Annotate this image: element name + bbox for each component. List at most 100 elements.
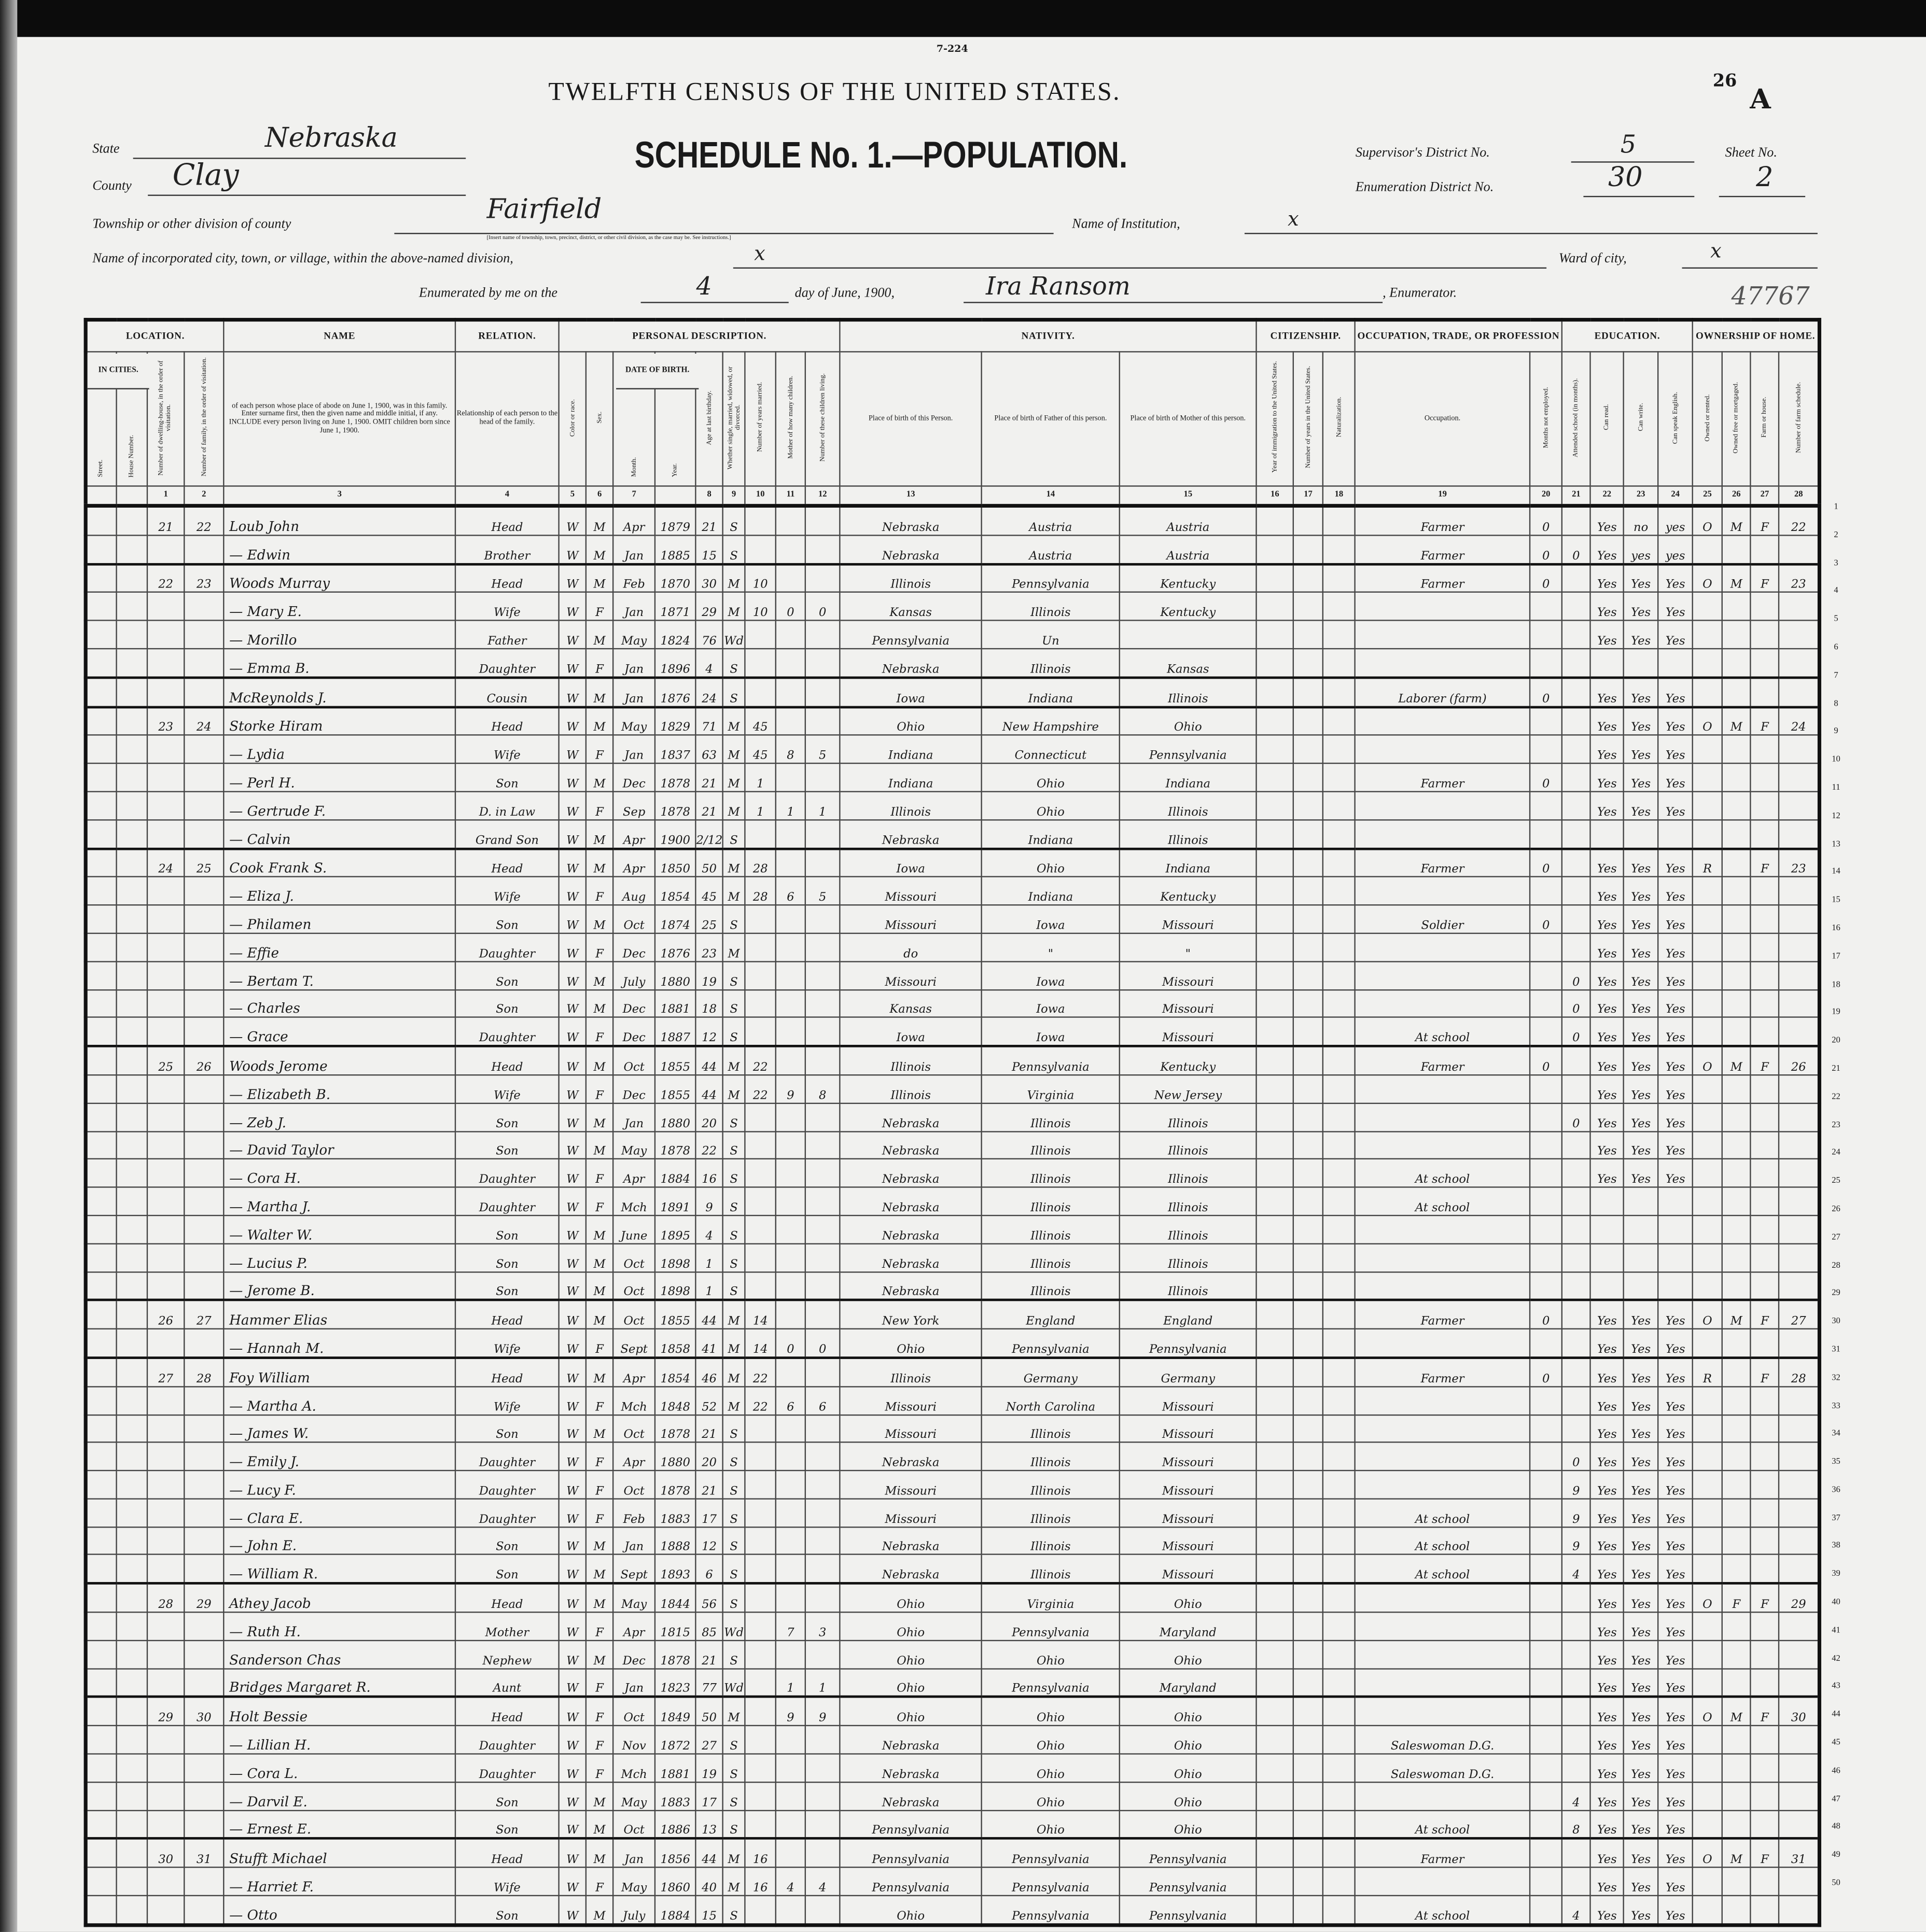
speaks-english: Yes [1657,1413,1694,1444]
occupation: Saleswoman D.G. [1354,1725,1531,1755]
farm-house [1750,1612,1780,1641]
color: W [558,1158,587,1188]
marital-status: M [722,847,746,878]
relation: Son [454,1130,560,1160]
can-write: Yes [1623,1837,1659,1868]
father-birthplace: Illinois [981,1498,1121,1528]
can-write [1623,1271,1659,1301]
street-cell [85,1299,117,1330]
birth-year: 1880 [654,1102,696,1132]
mother-birthplace: Maryland [1119,1668,1257,1698]
sex: M [585,1045,614,1076]
age: 2/12 [695,819,723,849]
relation: Cousin [454,676,560,708]
farm-house [1750,1809,1780,1840]
can-read: Yes [1589,1017,1625,1047]
enumerator-label: , Enumerator. [1383,286,1457,301]
free-mortgaged: M [1721,505,1751,536]
age: 16 [695,1158,723,1188]
marital-status: S [722,1781,746,1811]
relation: Wife [454,876,560,906]
color: W [558,676,587,708]
column-header-label: Can speak English. [1671,391,1679,444]
line-number: 1 [1834,501,1838,512]
age: 44 [695,1074,723,1104]
enumerated-label: Enumerated by me on the [418,286,558,301]
age: 17 [695,1781,723,1811]
school-months: 0 [1561,1441,1591,1472]
father-birthplace: Illinois [981,1158,1121,1188]
can-read: Yes [1589,735,1625,764]
naturalization [1322,735,1356,764]
mother-birthplace: Ohio [1119,1725,1257,1755]
line-number: 19 [1832,1007,1840,1017]
naturalization [1322,1074,1356,1104]
house-number-cell [116,960,148,990]
free-mortgaged [1721,1441,1751,1472]
schedule-title: SCHEDULE No. 1.—POPULATION. [634,135,1128,176]
naturalization [1322,1725,1356,1755]
speaks-english: Yes [1657,989,1694,1018]
years-married [744,1725,777,1755]
farm-house [1750,1242,1780,1272]
sheet-value: 2 [1756,162,1774,194]
person-name: Storke Hiram [223,705,456,736]
age: 77 [695,1668,723,1698]
institution-label: Name of Institution, [1072,217,1180,232]
birth-month: Jan [612,676,656,708]
location-group: LOCATION. [85,319,225,353]
naturalization [1322,1696,1356,1727]
occupation [1354,1214,1531,1244]
street-cell [85,648,117,678]
children-born [775,1725,806,1755]
dwelling-number [146,1470,185,1500]
speaks-english: yes [1657,505,1694,536]
dwelling-number [146,1781,185,1811]
naturalization [1322,1186,1356,1216]
street-cell [85,676,117,708]
immigration-year [1255,1837,1294,1868]
school-months [1561,648,1591,678]
farm-schedule: 23 [1778,562,1820,593]
relation: Head [454,1356,560,1387]
birth-month: Oct [612,1271,656,1301]
city-label: Name of incorporated city, town, or vill… [92,251,513,267]
farm-schedule [1778,791,1820,820]
farm-house [1750,1526,1780,1556]
person-name: Cook Frank S. [223,847,456,878]
marital-status: S [722,676,746,708]
family-number [184,932,225,962]
school-months [1561,847,1591,878]
school-months [1561,1725,1591,1755]
relation: Daughter [454,648,560,678]
naturalization [1322,1328,1356,1359]
column-header-label: Place of birth of this Person. [868,415,953,423]
column-header-label: Place of birth of Father of this person. [994,415,1107,423]
table-row: — Lucius P. Son W M Oct 1898 1 S Nebraska Illinoi… [85,1242,1820,1272]
speaks-english: Yes [1657,1498,1694,1528]
age: 17 [695,1498,723,1528]
school-months [1561,1696,1591,1727]
color: W [558,1074,587,1104]
occupation: Laborer (farm) [1354,676,1531,708]
owned-rented [1692,1867,1723,1897]
free-mortgaged [1721,904,1751,934]
birth-year: 1870 [654,562,696,593]
street-cell [85,819,117,849]
can-write [1623,1242,1659,1272]
line-number: 17 [1832,950,1840,961]
township-note: [Insert name of township, town, precinct… [486,234,731,241]
birthplace: Nebraska [839,1781,983,1811]
years-in-us [1292,1299,1324,1330]
relation: Daughter [454,1017,560,1047]
person-name: — Cora L. [223,1753,456,1783]
birthplace: Kansas [839,989,983,1018]
birth-year: 1887 [654,1017,696,1047]
table-row: McReynolds J. Cousin W M Jan 1876 24 S Iowa India… [85,676,1820,708]
months-unemployed [1529,1130,1563,1160]
free-mortgaged [1721,735,1751,764]
years-in-us [1292,989,1324,1018]
column-header-18: Naturalization. [1322,351,1356,487]
birth-month: May [612,1867,656,1897]
school-months [1561,1612,1591,1641]
